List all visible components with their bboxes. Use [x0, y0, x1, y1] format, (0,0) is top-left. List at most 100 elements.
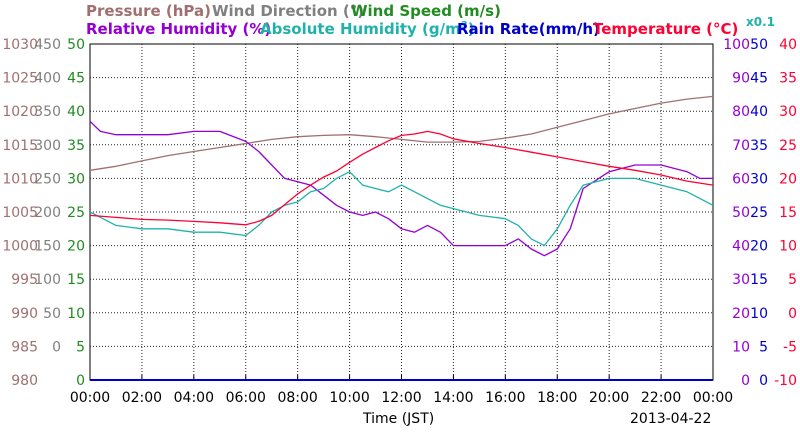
tick-label-temperature: 40	[779, 37, 797, 53]
x-tick-label: 20:00	[589, 390, 629, 406]
tick-label-rain-rate: 40	[750, 104, 768, 120]
tick-label-pressure: 1000	[2, 239, 38, 255]
x-tick-label: 08:00	[277, 390, 317, 406]
tick-label-wind-direction: 200	[34, 205, 61, 221]
legend-temperature: Temperature (°C)	[593, 20, 738, 38]
tick-label-temperature: 10	[779, 239, 797, 255]
date-label: 2013-04-22	[630, 411, 711, 427]
x-tick-label: 04:00	[174, 390, 214, 406]
grid-lines	[90, 44, 713, 380]
tick-label-rain-rate: 35	[750, 138, 768, 154]
tick-label-pressure: 985	[11, 339, 38, 355]
x-tick-label: 16:00	[485, 390, 525, 406]
legend-absolute-humidity: Absolute Humidity (g/m3)	[260, 20, 475, 38]
tick-label-wind-direction: 400	[34, 71, 61, 87]
tick-label-temperature: 20	[779, 171, 797, 187]
tick-label-rain-rate: 30	[750, 171, 768, 187]
x-tick-label: 14:00	[433, 390, 473, 406]
left-axes: 1030102510201015101010051000995990985980…	[2, 37, 85, 389]
x-tick-label: 18:00	[537, 390, 577, 406]
tick-label-relative-humidity: 30	[732, 272, 750, 288]
x-axis-ticks: 00:00 02:00 04:00 06:00 08:00 10:00 12:00 14:00…	[70, 375, 733, 406]
tick-label-relative-humidity: 0	[741, 373, 750, 389]
tick-label-relative-humidity: 100	[723, 37, 750, 53]
legend-x01: x0.1	[746, 15, 775, 29]
tick-label-rain-rate: 50	[750, 37, 768, 53]
tick-label-rain-rate: 25	[750, 205, 768, 221]
tick-label-wind-speed: 50	[67, 37, 85, 53]
tick-label-wind-direction: 300	[34, 138, 61, 154]
series-pressure	[89, 95, 714, 171]
tick-label-wind-speed: 35	[67, 138, 85, 154]
tick-label-pressure: 1025	[2, 71, 38, 87]
tick-label-wind-speed: 30	[67, 171, 85, 187]
x-tick-label: 22:00	[641, 390, 681, 406]
tick-label-wind-speed: 20	[67, 239, 85, 255]
tick-label-temperature: -5	[783, 339, 797, 355]
tick-label-pressure: 1015	[2, 138, 38, 154]
x-tick-label: 10:00	[329, 390, 369, 406]
tick-label-wind-direction: 100	[34, 272, 61, 288]
tick-label-wind-speed: 10	[67, 306, 85, 322]
tick-label-wind-direction: 50	[43, 306, 61, 322]
tick-label-pressure: 980	[11, 373, 38, 389]
tick-label-rain-rate: 10	[750, 306, 768, 322]
legend-relative-humidity: Relative Humidity (%)	[86, 20, 271, 38]
series-absolute-humidity	[89, 171, 714, 247]
tick-label-rain-rate: 20	[750, 239, 768, 255]
legend-absolute-humidity-text: Absolute Humidity (g/m	[260, 20, 461, 38]
tick-label-wind-direction: 250	[34, 171, 61, 187]
tick-label-pressure: 1010	[2, 171, 38, 187]
tick-label-relative-humidity: 90	[732, 71, 750, 87]
tick-label-temperature: -10	[774, 373, 797, 389]
tick-label-rain-rate: 5	[759, 339, 768, 355]
tick-label-relative-humidity: 50	[732, 205, 750, 221]
tick-label-relative-humidity: 60	[732, 171, 750, 187]
x-tick-label: 12:00	[381, 390, 421, 406]
x-tick-label: 06:00	[226, 390, 266, 406]
tick-label-wind-speed: 40	[67, 104, 85, 120]
legend-wind-speed: Wind Speed (m/s)	[351, 2, 501, 20]
tick-label-rain-rate: 15	[750, 272, 768, 288]
series-relative-humidity	[89, 120, 713, 257]
legend-absolute-humidity-sup: 3	[461, 20, 468, 31]
legend-wind-direction: Wind Direction (°)	[212, 2, 364, 20]
tick-label-temperature: 5	[788, 272, 797, 288]
tick-label-temperature: 30	[779, 104, 797, 120]
x-tick-label: 00:00	[693, 390, 733, 406]
tick-label-relative-humidity: 70	[732, 138, 750, 154]
series-lines	[89, 95, 714, 381]
tick-label-wind-speed: 25	[67, 205, 85, 221]
tick-label-relative-humidity: 40	[732, 239, 750, 255]
tick-label-wind-direction: 450	[34, 37, 61, 53]
tick-label-wind-direction: 350	[34, 104, 61, 120]
tick-label-relative-humidity: 20	[732, 306, 750, 322]
tick-label-wind-speed: 5	[76, 339, 85, 355]
right-axes: 1009080706050403020100504540353025201510…	[723, 37, 797, 389]
tick-label-temperature: 0	[788, 306, 797, 322]
tick-label-temperature: 35	[779, 71, 797, 87]
legend-pressure: Pressure (hPa)	[86, 2, 211, 20]
x-tick-label: 00:00	[70, 390, 110, 406]
tick-label-temperature: 25	[779, 138, 797, 154]
tick-label-wind-speed: 45	[67, 71, 85, 87]
tick-label-relative-humidity: 80	[732, 104, 750, 120]
tick-label-relative-humidity: 10	[732, 339, 750, 355]
tick-label-pressure: 1020	[2, 104, 38, 120]
legend-rain-rate: Rain Rate(mm/h)	[457, 20, 600, 38]
tick-label-pressure: 990	[11, 306, 38, 322]
tick-label-pressure: 995	[11, 272, 38, 288]
legend-absolute-humidity-close: )	[468, 20, 475, 38]
x-axis-label: Time (JST)	[362, 411, 434, 427]
tick-label-rain-rate: 0	[759, 373, 768, 389]
tick-label-wind-direction: 150	[34, 239, 61, 255]
tick-label-pressure: 1005	[2, 205, 38, 221]
tick-label-wind-speed: 15	[67, 272, 85, 288]
tick-label-wind-speed: 0	[76, 373, 85, 389]
tick-label-pressure: 1030	[2, 37, 38, 53]
tick-label-wind-direction: 0	[52, 339, 61, 355]
tick-label-rain-rate: 45	[750, 71, 768, 87]
x-tick-label: 02:00	[122, 390, 162, 406]
series-temperature	[89, 130, 714, 226]
